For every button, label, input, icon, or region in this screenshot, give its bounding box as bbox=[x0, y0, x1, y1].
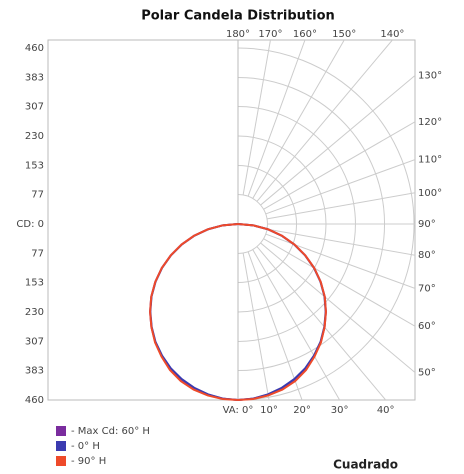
a-tick-label: 180° bbox=[226, 29, 250, 40]
grid-line bbox=[252, 40, 345, 199]
series-line bbox=[149, 223, 239, 401]
legend-swatch bbox=[56, 426, 66, 436]
grid-circle bbox=[237, 194, 268, 254]
a-tick-label: 130° bbox=[418, 70, 442, 81]
r-tick-label: 307 bbox=[25, 336, 44, 347]
r-tick-label: 230 bbox=[25, 131, 44, 142]
grid-line bbox=[263, 121, 415, 210]
a-tick-label: 100° bbox=[418, 188, 442, 199]
grid-line bbox=[266, 192, 415, 220]
r-tick-label: 460 bbox=[25, 43, 44, 54]
plot-frame bbox=[47, 39, 416, 401]
legend-swatch bbox=[56, 456, 66, 466]
grid-line bbox=[263, 238, 415, 327]
series-line bbox=[149, 223, 239, 401]
grid-line bbox=[265, 159, 415, 215]
r-tick-label: 460 bbox=[25, 395, 44, 406]
grid-line bbox=[260, 75, 415, 206]
a-tick-label: 60° bbox=[418, 321, 436, 332]
a-tick-label: 90° bbox=[418, 219, 436, 230]
a-tick-label: 50° bbox=[418, 368, 436, 379]
grid-line bbox=[256, 40, 393, 202]
a-tick-label: 70° bbox=[418, 283, 436, 294]
label: Cuadrado bbox=[333, 458, 398, 472]
r-tick-label: 307 bbox=[25, 102, 44, 113]
a-tick-label: 110° bbox=[418, 155, 442, 166]
a-tick-label: 20° bbox=[293, 405, 311, 416]
r-tick-label: 153 bbox=[25, 160, 44, 171]
grid-line bbox=[242, 40, 271, 196]
a-tick-label: 40° bbox=[377, 405, 395, 416]
a-tick-label: 10° bbox=[260, 405, 278, 416]
series-line bbox=[237, 223, 327, 401]
grid-line bbox=[252, 249, 341, 400]
chart-title: Polar Candela Distribution bbox=[141, 9, 335, 24]
a-tick-label: 140° bbox=[380, 29, 404, 40]
a-tick-label: 150° bbox=[332, 29, 356, 40]
a-tick-label: 170° bbox=[258, 29, 282, 40]
legend-label: - 0° H bbox=[71, 441, 100, 452]
grid-line bbox=[247, 251, 303, 400]
r-tick-label: 77 bbox=[31, 190, 44, 201]
grid-line bbox=[266, 228, 415, 256]
r-tick-label: 383 bbox=[25, 366, 44, 377]
a-tick-label: 160° bbox=[293, 29, 317, 40]
a-tick-label: VA: 0° bbox=[223, 405, 254, 416]
r-tick-label: CD: 0 bbox=[16, 219, 44, 230]
grid-line bbox=[260, 242, 415, 373]
r-tick-label: 153 bbox=[25, 278, 44, 289]
legend-label: - Max Cd: 60° H bbox=[71, 426, 150, 437]
grid-line bbox=[247, 40, 306, 197]
r-tick-label: 383 bbox=[25, 72, 44, 83]
a-tick-label: 80° bbox=[418, 250, 436, 261]
series-line bbox=[149, 223, 239, 401]
r-tick-label: 230 bbox=[25, 307, 44, 318]
legend-swatch bbox=[56, 441, 66, 451]
grid-line bbox=[242, 252, 270, 400]
grid-line bbox=[256, 246, 387, 400]
a-tick-label: 120° bbox=[418, 117, 442, 128]
legend-label: - 90° H bbox=[71, 456, 106, 467]
r-tick-label: 77 bbox=[31, 248, 44, 259]
a-tick-label: 30° bbox=[331, 405, 349, 416]
